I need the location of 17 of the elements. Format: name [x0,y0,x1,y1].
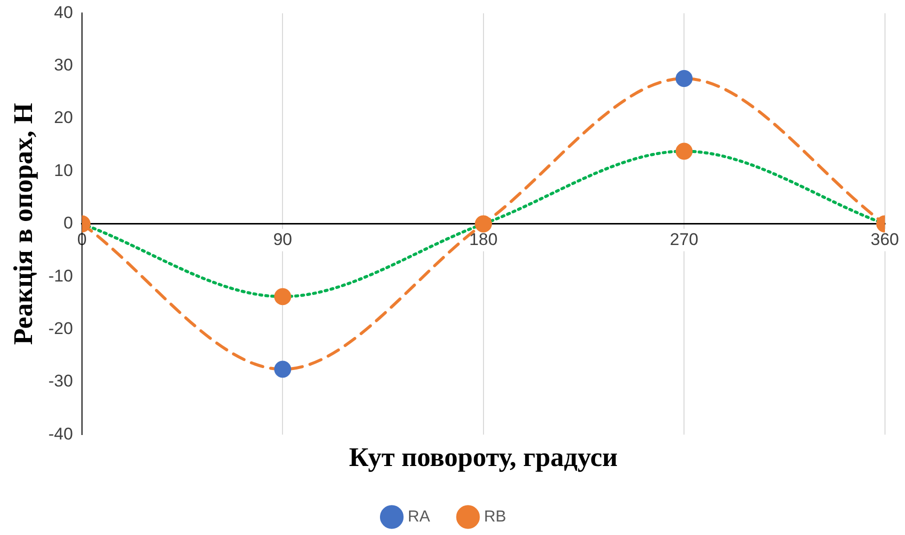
x-tick-label: 180 [469,230,498,249]
y-tick-label: 20 [54,108,73,128]
legend-label: RB [484,508,506,526]
y-tick-label: -30 [48,372,73,391]
y-tick-label: -20 [48,318,73,338]
y-tick-label: 40 [54,2,73,22]
y-tick-label: 10 [54,160,73,180]
y-axis-title: Реакція в опорах, Н [8,102,38,345]
x-axis-title: Кут повороту, градуси [349,442,618,472]
x-tick-label: 270 [670,230,698,249]
x-tick-label: 90 [273,230,292,249]
y-tick-label: -40 [48,424,73,444]
y-tick-label: 30 [54,56,73,75]
y-tick-label: 0 [64,214,73,233]
y-tick-label: -10 [48,266,73,286]
legend-label: RA [408,508,430,526]
x-tick-label: 360 [870,230,900,249]
